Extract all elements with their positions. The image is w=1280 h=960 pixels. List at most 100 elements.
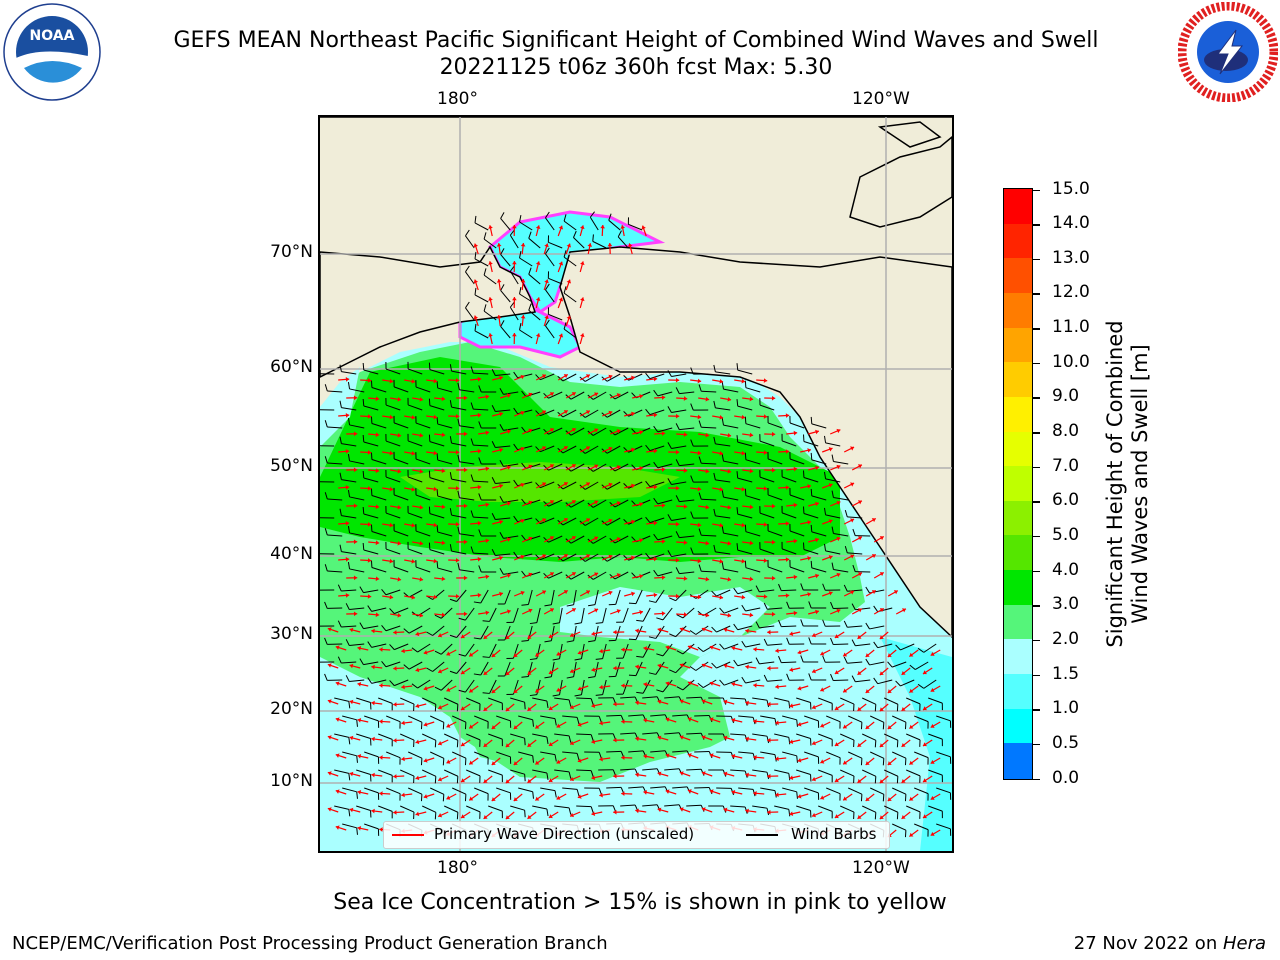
wind-barb [824,471,841,483]
wind-barb [698,492,717,501]
wind-barb [796,805,812,818]
wind-barb [755,657,775,665]
colorbar-tick-label: 1.5 [1052,663,1080,684]
wind-barb [914,751,929,765]
wind-barb [544,625,555,643]
wave-direction-arrow [820,685,831,692]
colorbar-segment [1004,327,1032,363]
wave-direction-arrow [401,756,413,762]
wind-barb [449,661,467,674]
wave-direction-arrow [371,628,383,634]
wave-direction-arrow [557,373,569,381]
wave-direction-arrow [346,503,358,509]
wind-barb [759,506,775,519]
wind-barb [466,697,481,711]
colorbar-tick-mark [1033,189,1040,191]
wind-barb [645,372,665,380]
bottom-lon-label-180: 180° [437,858,478,878]
wind-barb [430,787,445,802]
wind-barb [566,589,577,607]
wind-barb [840,769,855,784]
wave-direction-arrow [767,701,779,707]
wave-direction-arrow [521,572,533,579]
wave-direction-arrow [879,811,889,820]
wave-direction-arrow [368,612,380,618]
wave-direction-arrow [349,735,361,741]
wind-barb [562,715,580,725]
wave-direction-arrow [709,681,721,687]
wind-barb [320,517,335,519]
wave-direction-arrow [624,411,635,417]
wave-direction-arrow [520,315,526,327]
wind-barb [675,423,695,431]
wave-direction-arrow [470,412,482,418]
colorbar-tick-label: 15.0 [1052,178,1090,199]
footer-date: 27 Nov 2022 on Hera [1074,933,1266,954]
wave-direction-arrow [767,629,779,635]
wind-barb [436,489,453,501]
wave-direction-arrow [492,483,504,489]
chart-title: GEFS MEAN Northeast Pacific Significant … [173,28,1099,53]
colorbar-segment [1004,500,1032,537]
wave-direction-arrow [371,664,383,670]
wave-direction-arrow [865,721,875,730]
ocean-bright-green-band [320,357,840,562]
wind-barb [393,559,409,573]
wave-direction-arrow [470,592,482,598]
wind-barb [473,625,489,640]
wave-direction-arrow [909,829,919,838]
wind-barb [830,673,849,682]
wind-barb [320,409,335,411]
wave-direction-arrow [368,576,380,582]
colorbar-tick-label: 13.0 [1052,247,1090,268]
wave-direction-arrow [488,261,493,273]
wave-direction-arrow [478,430,490,436]
colorbar-tick-label: 12.0 [1052,282,1090,303]
colorbar-segment [1004,396,1032,433]
wind-barb [752,769,770,780]
wave-direction-arrow [734,522,746,528]
wind-barb [744,560,761,573]
wave-direction-arrow [437,703,449,710]
wind-barb [713,436,731,447]
lat-label-50n: 50°N [270,456,313,476]
wind-barb [320,373,335,375]
wave-direction-arrow [687,789,699,795]
wave-direction-arrow [654,467,666,472]
wave-direction-arrow [426,450,438,456]
wave-direction-arrow [668,521,680,527]
wind-barb [415,524,431,537]
wave-direction-arrow [548,631,559,639]
wind-barb [473,661,489,676]
wave-direction-arrow [676,540,688,545]
wave-direction-arrow [635,664,647,670]
wind-barb [675,531,695,539]
wave-direction-arrow [709,717,721,723]
colorbar-tick-label: 5.0 [1052,524,1080,545]
wave-direction-arrow [909,649,919,658]
wave-direction-arrow [460,667,471,675]
wind-barb [370,452,387,465]
noaa-logo: NOAA [2,2,102,102]
wind-barb [667,478,687,485]
wind-barb [767,415,783,429]
wave-direction-arrow [610,609,621,615]
lat-label-70n: 70°N [270,242,313,262]
wind-barb [483,232,497,249]
wind-barb [545,283,555,303]
wind-barb [474,251,489,267]
wind-barb [810,488,827,501]
wave-direction-arrow [599,720,611,726]
wind-barb [760,787,777,798]
wave-direction-arrow [579,374,591,381]
wind-barb [385,470,401,483]
wave-direction-arrow [512,224,517,237]
wave-direction-arrow [930,829,941,837]
wave-direction-arrow [543,572,555,579]
wind-barb [497,661,511,677]
wave-direction-arrow [404,415,416,420]
wind-barb [324,673,343,681]
wave-direction-arrow [534,757,545,765]
wave-direction-arrow [415,775,427,781]
wave-direction-arrow [548,811,559,819]
